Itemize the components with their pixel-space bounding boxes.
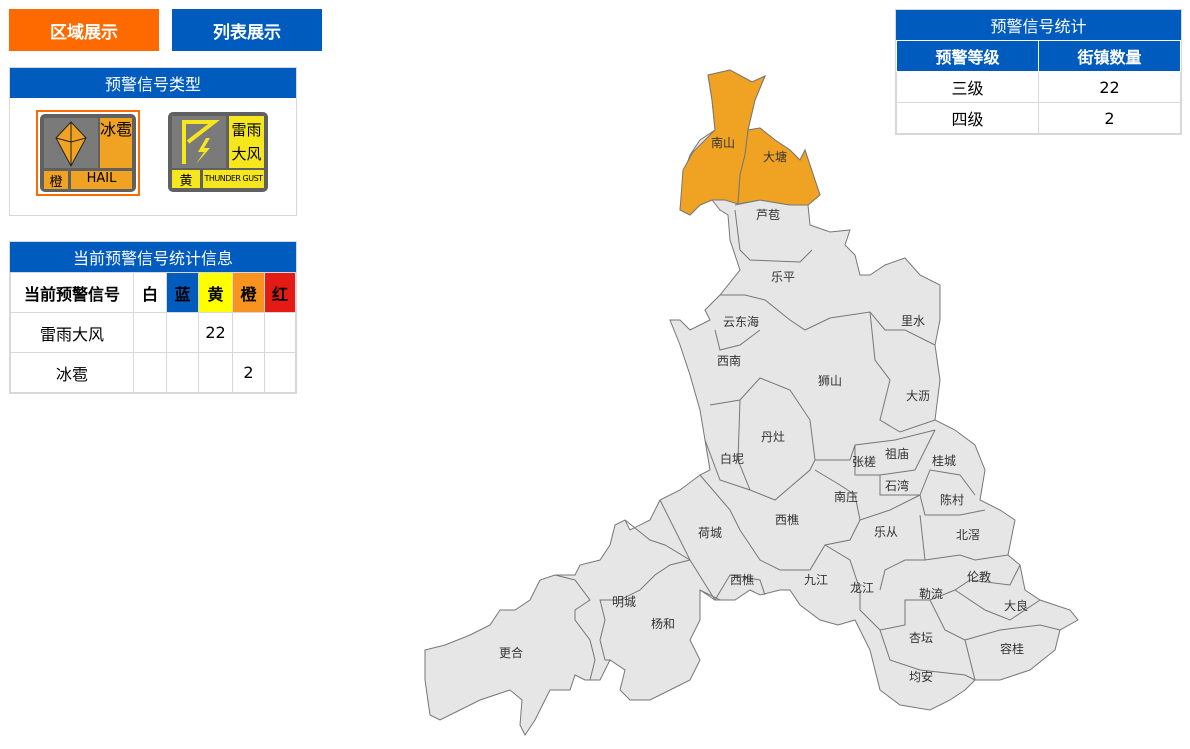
signal-level: 橙 <box>44 171 68 190</box>
current-signal-stats-panel: 当前预警信号统计信息 当前预警信号 白 蓝 黄 橙 红 雷雨大风 22 冰雹 2 <box>9 241 297 394</box>
region-label[interactable]: 西南 <box>717 353 741 368</box>
signal-level: 黄 <box>172 170 200 189</box>
col-header-orange: 橙 <box>232 272 265 313</box>
col-header-red: 红 <box>264 272 296 313</box>
warning-summary-panel: 预警信号统计 预警等级 街镇数量 三级 22 四级 2 <box>895 9 1182 135</box>
region-label[interactable]: 里水 <box>901 314 925 328</box>
cell: 22 <box>198 312 233 353</box>
hail-signal-icon[interactable]: 冰雹 橙 HAIL <box>36 110 140 196</box>
signal-name: 雷雨大风 <box>229 116 264 168</box>
signal-en: HAIL <box>71 171 132 189</box>
region-label[interactable]: 张槎 <box>852 454 876 469</box>
thunder-gust-signal-icon[interactable]: 雷雨大风 黄 THUNDER GUST <box>168 112 268 194</box>
signal-name: 冰雹 <box>100 118 132 168</box>
stats-table: 当前预警信号 白 蓝 黄 橙 红 雷雨大风 22 冰雹 2 <box>10 272 296 393</box>
region-datang[interactable] <box>737 127 821 206</box>
panel-title: 预警信号统计 <box>896 10 1181 40</box>
cell <box>166 352 199 393</box>
region-label[interactable]: 伦教 <box>967 569 991 584</box>
cell: 三级 <box>896 71 1039 103</box>
panel-title: 当前预警信号统计信息 <box>10 242 296 272</box>
col-header: 街镇数量 <box>1038 40 1181 72</box>
map-outline <box>424 69 1079 736</box>
region-labels: 南山大塘芦苞乐平云东海 里水西南狮山大沥丹灶白坭 祖庙张槎 桂城石湾南庄 陈村西樵荷城乐… <box>499 135 1028 684</box>
region-label[interactable]: 北滘 <box>956 528 980 542</box>
region-label[interactable]: 大塘 <box>763 149 787 164</box>
region-label[interactable]: 更合 <box>499 645 523 660</box>
cell: 雷雨大风 <box>10 312 134 353</box>
region-nanshan[interactable] <box>679 69 766 216</box>
region-label[interactable]: 桂城 <box>932 453 956 468</box>
summary-table: 预警等级 街镇数量 三级 22 四级 2 <box>896 40 1181 134</box>
cell: 四级 <box>896 102 1039 134</box>
region-label[interactable]: 大沥 <box>906 389 930 403</box>
hail-icon <box>55 121 87 168</box>
region-label[interactable]: 荷城 <box>698 526 722 540</box>
region-label[interactable]: 陈村 <box>940 492 964 507</box>
region-view-button[interactable]: 区域展示 <box>9 9 159 51</box>
region-label[interactable]: 九江 <box>804 573 828 587</box>
col-header-white: 白 <box>133 272 167 313</box>
col-header: 预警等级 <box>896 40 1039 72</box>
region-label[interactable]: 云东海 <box>723 314 759 329</box>
region-label[interactable]: 乐平 <box>771 270 795 284</box>
cell: 冰雹 <box>10 352 134 393</box>
region-label[interactable]: 乐从 <box>874 525 898 539</box>
region-label[interactable]: 均安 <box>909 669 933 684</box>
signal-en: THUNDER GUST <box>203 170 264 188</box>
panel-title: 预警信号类型 <box>10 68 296 98</box>
table-row: 冰雹 2 <box>10 352 296 393</box>
region-label[interactable]: 大良 <box>1004 598 1028 613</box>
region-label[interactable]: 狮山 <box>818 374 842 388</box>
region-label[interactable]: 西樵 <box>730 572 754 587</box>
region-label[interactable]: 龙江 <box>850 581 874 595</box>
signal-types-panel: 预警信号类型 冰雹 橙 HAIL 雷雨大风 黄 THUNDER GUST <box>9 67 297 216</box>
region-label[interactable]: 祖庙 <box>885 446 909 461</box>
region-label[interactable]: 容桂 <box>1000 641 1024 656</box>
region-label[interactable]: 白坭 <box>720 451 744 466</box>
region-label[interactable]: 石湾 <box>885 478 909 493</box>
region-label[interactable]: 西樵 <box>775 512 799 527</box>
region-label[interactable]: 杨和 <box>651 616 675 631</box>
region-label[interactable]: 南庄 <box>834 489 858 504</box>
region-boundaries <box>554 199 1061 681</box>
cell: 2 <box>1038 102 1181 134</box>
cell <box>264 352 296 393</box>
region-label[interactable]: 勒流 <box>919 587 943 601</box>
cell: 22 <box>1038 71 1181 103</box>
list-view-button[interactable]: 列表展示 <box>172 9 322 51</box>
thunder-gust-icon <box>182 120 220 164</box>
region-label[interactable]: 南山 <box>711 135 735 150</box>
region-label[interactable]: 杏坛 <box>909 631 933 645</box>
region-label[interactable]: 芦苞 <box>756 208 780 222</box>
table-row: 三级 22 <box>896 71 1181 103</box>
region-label[interactable]: 丹灶 <box>761 430 785 444</box>
table-row: 四级 2 <box>896 102 1181 134</box>
col-header-blue: 蓝 <box>166 272 199 313</box>
region-label[interactable]: 明城 <box>612 595 636 609</box>
col-header-yellow: 黄 <box>198 272 233 313</box>
